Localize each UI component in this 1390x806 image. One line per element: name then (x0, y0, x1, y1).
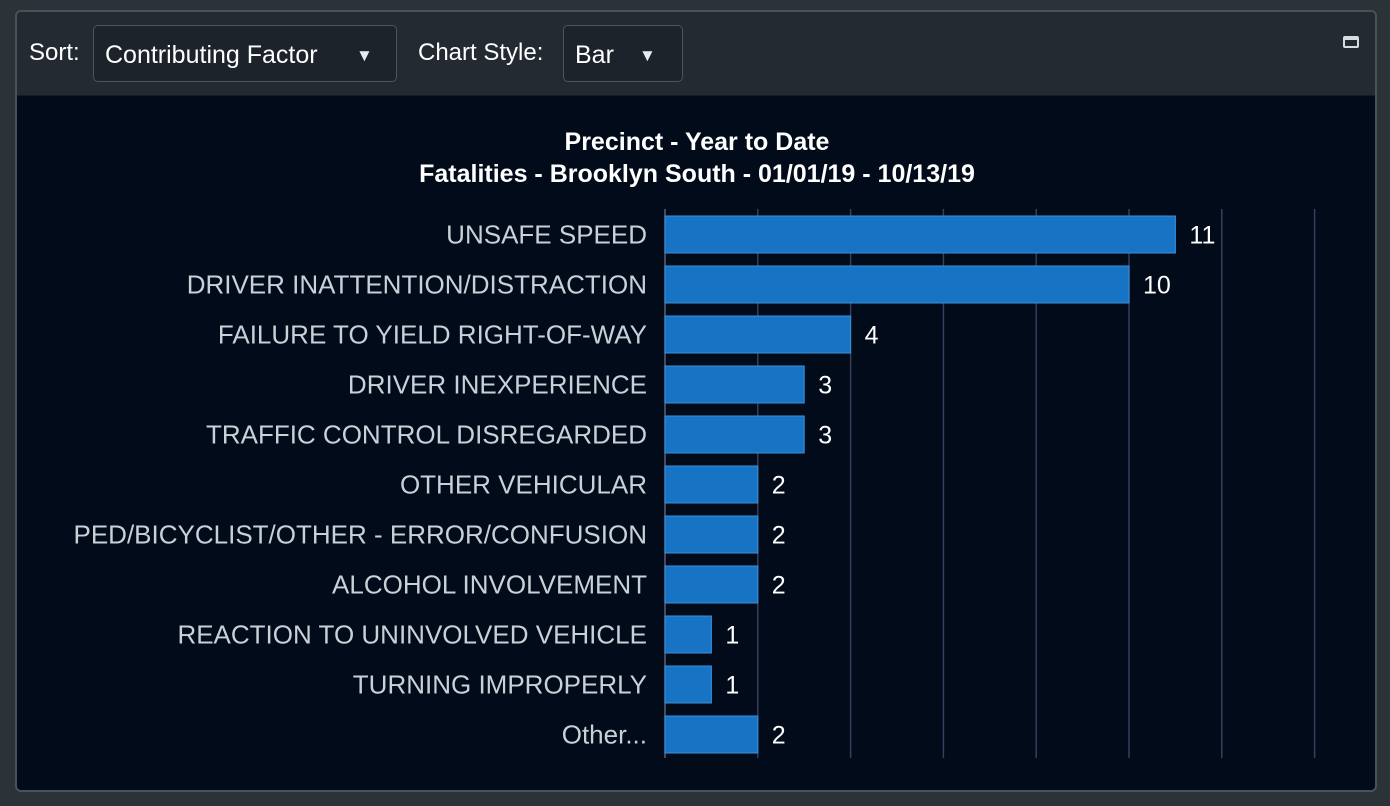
category-label: PED/BICYCLIST/OTHER - ERROR/CONFUSION (74, 520, 648, 550)
bar-chart: Precinct - Year to Date Fatalities - Bro… (74, 128, 1316, 758)
chart-subtitle: Fatalities - Brooklyn South - 01/01/19 -… (419, 160, 975, 188)
chart-toolbar: Sort: Contributing Factor ▼ Chart Style:… (17, 12, 1375, 96)
category-label: DRIVER INEXPERIENCE (348, 370, 647, 400)
bar[interactable] (664, 665, 712, 704)
bar[interactable] (664, 415, 805, 454)
category-label: ALCOHOL INVOLVEMENT (332, 570, 647, 600)
category-label: UNSAFE SPEED (446, 220, 647, 250)
value-label: 2 (772, 472, 786, 500)
value-label: 1 (725, 672, 739, 700)
value-label: 2 (772, 522, 786, 550)
value-label: 4 (865, 322, 879, 350)
bar[interactable] (664, 715, 759, 754)
category-label: FAILURE TO YIELD RIGHT-OF-WAY (218, 320, 647, 350)
category-label: TURNING IMPROPERLY (353, 670, 647, 700)
value-label: 10 (1143, 272, 1171, 300)
minimize-icon[interactable] (1343, 36, 1359, 48)
chart-panel: Sort: Contributing Factor ▼ Chart Style:… (15, 10, 1377, 792)
value-label: 2 (772, 722, 786, 750)
bar[interactable] (664, 515, 759, 554)
chevron-down-icon: ▼ (639, 46, 656, 65)
value-label: 3 (818, 372, 832, 400)
chevron-down-icon: ▼ (356, 46, 373, 65)
bar[interactable] (664, 365, 805, 404)
value-label: 11 (1189, 222, 1215, 250)
bar[interactable] (664, 215, 1176, 254)
chart-title: Precinct - Year to Date (565, 128, 830, 156)
sort-dropdown[interactable]: Contributing Factor ▼ (93, 25, 397, 82)
category-label: TRAFFIC CONTROL DISREGARDED (206, 420, 647, 450)
bar[interactable] (664, 315, 852, 354)
category-label: DRIVER INATTENTION/DISTRACTION (187, 270, 647, 300)
category-label: Other... (562, 720, 647, 750)
value-label: 1 (725, 622, 739, 650)
bar[interactable] (664, 615, 712, 654)
chart-style-dropdown[interactable]: Bar ▼ (563, 25, 683, 82)
sort-dropdown-value: Contributing Factor (105, 41, 318, 69)
chart-style-label: Chart Style: (418, 39, 544, 66)
value-label: 2 (772, 572, 786, 600)
value-label: 3 (818, 422, 832, 450)
sort-label: Sort: (29, 39, 80, 66)
bar[interactable] (664, 565, 759, 604)
bar[interactable] (664, 465, 759, 504)
chart-style-dropdown-value: Bar (575, 41, 614, 69)
bar[interactable] (664, 265, 1130, 304)
category-label: OTHER VEHICULAR (400, 470, 647, 500)
category-label: REACTION TO UNINVOLVED VEHICLE (177, 620, 647, 650)
